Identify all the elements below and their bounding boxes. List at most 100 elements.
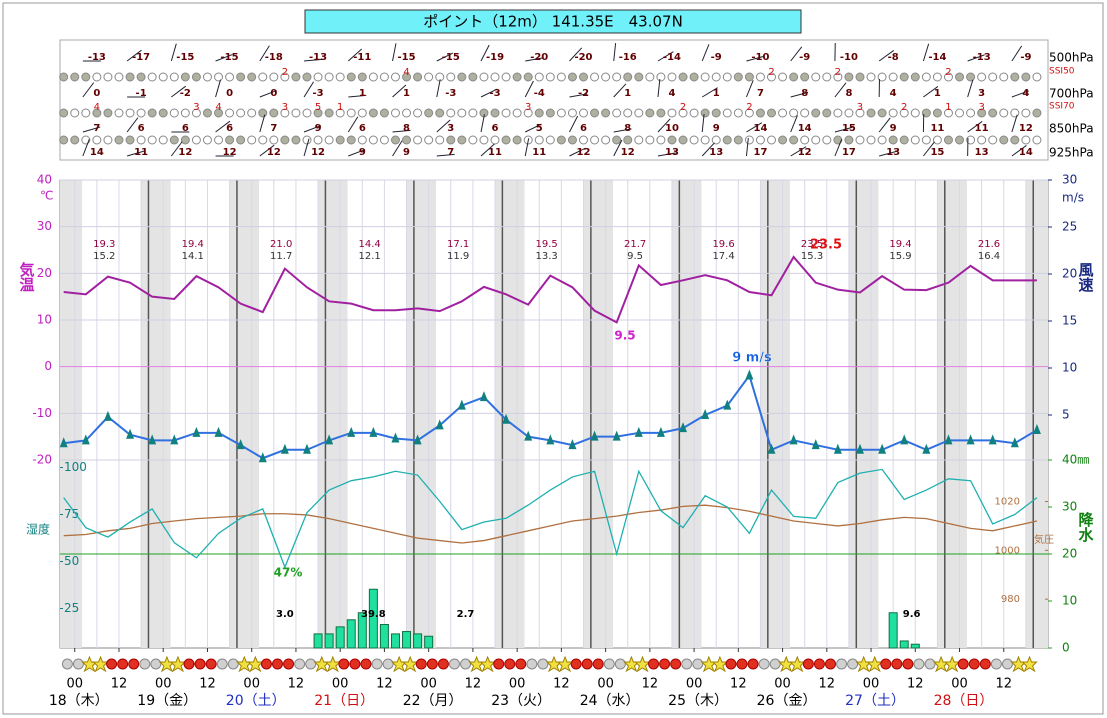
- upper-temp: 6: [138, 123, 145, 134]
- upper-temp: 1: [713, 88, 720, 99]
- moisture-dot: [822, 135, 832, 145]
- moisture-dot: [258, 72, 268, 82]
- wind-arrow: [347, 426, 356, 437]
- upper-temp: 12: [1019, 123, 1033, 134]
- moisture-dot: [877, 108, 887, 118]
- moisture-dot: [667, 135, 677, 145]
- wind-barb: [436, 153, 455, 157]
- moisture-dot: [932, 72, 942, 82]
- wind-arrow: [391, 432, 400, 443]
- upper-temp: -11: [353, 52, 371, 63]
- y3-tick-label: 100: [64, 460, 87, 474]
- level-label: 850hPa: [1049, 122, 1094, 136]
- moisture-dot: [767, 108, 777, 118]
- precip-bar: [346, 619, 356, 649]
- upper-temp: 12: [621, 147, 635, 158]
- upper-temp: 8: [403, 123, 410, 134]
- precip-bar: [379, 624, 389, 649]
- weather-icon: [371, 658, 383, 670]
- upper-temp: 6: [359, 123, 366, 134]
- weather-icon: [990, 658, 1002, 670]
- precip-bar: [313, 633, 323, 649]
- weather-icon: [460, 658, 472, 670]
- moisture-dot: [225, 108, 235, 118]
- moisture-dot: [888, 108, 898, 118]
- moisture-dot: [169, 72, 179, 82]
- y5-tick-label: 10: [1062, 594, 1077, 608]
- moisture-dot: [966, 108, 976, 118]
- moisture-dot: [158, 135, 168, 145]
- weather-icon: [836, 658, 848, 670]
- wind-barb: [259, 114, 266, 133]
- moisture-dot: [656, 72, 666, 82]
- moisture-dot: [567, 72, 577, 82]
- moisture-dot: [678, 108, 688, 118]
- moisture-dot: [125, 135, 135, 145]
- moisture-dot: [169, 135, 179, 145]
- wind-barb: [790, 146, 807, 157]
- upper-temp: -3: [489, 88, 500, 99]
- upper-temp: 0: [270, 88, 277, 99]
- moisture-dot: [700, 108, 710, 118]
- wind-barb: [569, 147, 586, 157]
- annotation: 9.5: [614, 329, 635, 343]
- moisture-dot: [501, 72, 511, 82]
- weather-icon: [614, 658, 626, 670]
- wind-barb: [348, 149, 366, 157]
- moisture-dot: [955, 72, 965, 82]
- ssi-value: 1: [945, 102, 951, 113]
- day-label: 26（金）: [757, 693, 817, 709]
- axis-label: 降水: [1077, 511, 1095, 543]
- wind-barb: [613, 139, 623, 157]
- precip-bar: [402, 631, 412, 649]
- wind-barb: [879, 150, 897, 157]
- wind-barb: [613, 128, 632, 133]
- index-label: SSI50: [1049, 67, 1075, 77]
- moisture-dot: [656, 135, 666, 145]
- series-line: [63, 255, 1037, 324]
- moisture-dot: [214, 72, 224, 82]
- upper-temp: -13: [88, 52, 106, 63]
- moisture-dot: [446, 135, 456, 145]
- upper-temp: 3: [978, 88, 985, 99]
- upper-temp: 9: [359, 147, 366, 158]
- daily-max: 21.7: [624, 239, 646, 250]
- moisture-dot: [357, 108, 367, 118]
- precip-bar: [888, 612, 898, 649]
- moisture-dot: [866, 135, 876, 145]
- weather-icon: [150, 658, 162, 670]
- weather-icon: [272, 658, 284, 670]
- upper-temp: 1: [624, 88, 631, 99]
- moisture-dot: [855, 135, 865, 145]
- moisture-dot: [402, 108, 412, 118]
- weather-icon: [437, 658, 449, 670]
- moisture-dot: [1010, 108, 1020, 118]
- y5-tick-label: 40㎜: [1062, 453, 1089, 467]
- moisture-dot: [424, 135, 434, 145]
- upper-temp: 13: [665, 147, 679, 158]
- moisture-dot: [468, 108, 478, 118]
- wind-barb: [1011, 90, 1029, 98]
- moisture-dot: [379, 108, 389, 118]
- wind-barb: [790, 91, 809, 98]
- moisture-dot: [1021, 72, 1031, 82]
- moisture-dot: [512, 72, 522, 82]
- upper-temp: 11: [134, 147, 148, 158]
- x-tick-label: 00: [66, 677, 83, 692]
- moisture-dot: [877, 135, 887, 145]
- precip-bar: [413, 633, 423, 649]
- daily-max: 19.4: [889, 239, 911, 250]
- weather-icon: [117, 658, 129, 670]
- moisture-dot: [202, 108, 212, 118]
- weather-icon: [324, 655, 342, 673]
- upper-temp: -1: [136, 88, 147, 99]
- upper-temp: 8: [845, 88, 852, 99]
- moisture-dot: [125, 108, 135, 118]
- upper-temp: 12: [267, 147, 281, 158]
- upper-temp: 10: [665, 123, 679, 134]
- x-tick-label: 00: [332, 677, 349, 692]
- level-label: 500hPa: [1049, 51, 1094, 65]
- moisture-dot: [269, 108, 279, 118]
- moisture-dot: [578, 108, 588, 118]
- upper-temp: 17: [753, 147, 767, 158]
